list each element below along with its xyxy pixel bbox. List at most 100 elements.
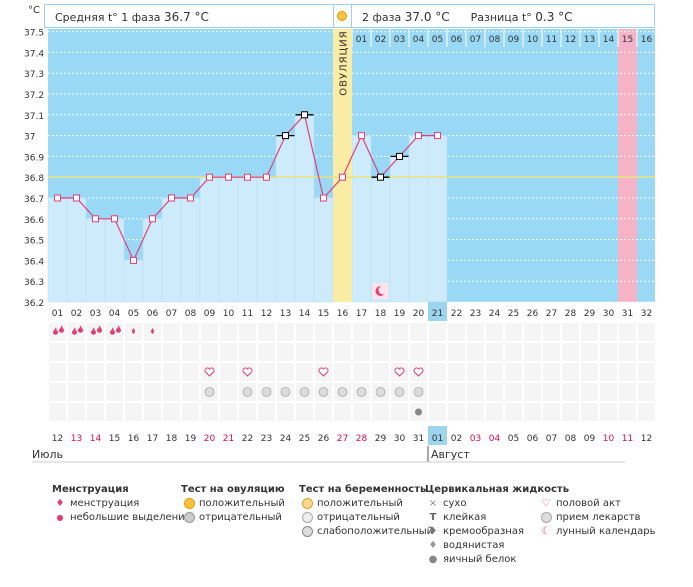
cycle-day-label: 09 <box>204 309 216 319</box>
cycle-day-label: 02 <box>71 309 82 319</box>
ovulation-column-bg <box>333 29 352 302</box>
top-day-label: 11 <box>546 35 557 45</box>
symptom-cell <box>429 403 446 421</box>
legend-label: положительный <box>317 498 403 509</box>
date-label: 20 <box>204 434 216 444</box>
temperature-bar <box>218 176 239 303</box>
drop-icon: ● <box>56 513 64 522</box>
symptom-cell <box>562 383 579 401</box>
legend-label: клейкая <box>443 512 487 523</box>
symptom-cell <box>163 363 180 381</box>
temperature-bar <box>237 176 258 303</box>
symptom-cell <box>296 343 313 361</box>
legend-label: отрицательный <box>199 512 282 523</box>
pill-icon <box>356 387 367 397</box>
menstruation-drop-icon <box>91 327 96 335</box>
symptom-cell <box>182 363 199 381</box>
symptom-cell <box>391 403 408 421</box>
temperature-bar <box>180 197 201 303</box>
top-day-label: 13 <box>584 35 595 45</box>
legend-label: небольшие выделения <box>70 512 191 523</box>
date-label: 24 <box>280 434 292 444</box>
symptom-cell <box>353 363 370 381</box>
phase2-value: 37.0 °C <box>404 10 450 24</box>
phase-divider <box>334 4 351 28</box>
symptom-cell <box>144 403 161 421</box>
month-label: Июль <box>32 448 63 461</box>
symptom-cell <box>600 403 617 421</box>
symptom-cell <box>581 363 598 381</box>
symptom-cell <box>448 343 465 361</box>
temperature-bar <box>427 135 448 303</box>
temperature-bar <box>123 260 144 303</box>
symptom-cell <box>201 403 218 421</box>
symptom-cell <box>334 363 351 381</box>
y-tick-label: 36.5 <box>24 237 44 247</box>
legend-medication: прием лекарств <box>538 511 656 525</box>
symptom-cell <box>296 363 313 381</box>
symptom-cell <box>296 323 313 341</box>
temperature-bar <box>66 197 87 303</box>
symptom-cell <box>68 343 85 361</box>
temperature-point <box>168 194 175 202</box>
temperature-point <box>54 194 61 202</box>
symptom-cell <box>125 343 142 361</box>
date-label: 09 <box>584 434 596 444</box>
legend-label: яичный белок <box>443 554 517 565</box>
symptom-cell <box>543 383 560 401</box>
phase2-summary: 2 фаза 37.0 °C Разница t° 0.3 °C <box>351 4 655 28</box>
sticky-icon: T <box>429 512 437 523</box>
symptom-cell <box>87 403 104 421</box>
creamy-icon: ❥ <box>428 526 438 537</box>
date-label: 12 <box>52 434 63 444</box>
heart-icon <box>394 367 405 377</box>
symptom-cell <box>49 343 66 361</box>
temperature-point <box>225 173 232 181</box>
legend-label: кремообразная <box>443 526 524 537</box>
symptom-cell <box>524 343 541 361</box>
temperature-point <box>358 132 365 140</box>
cycle-day-label: 05 <box>128 309 139 319</box>
cycle-day-label: 32 <box>641 309 652 319</box>
temperature-line <box>48 111 655 299</box>
cycle-day-label: 23 <box>470 309 481 319</box>
symptom-cell <box>201 323 218 341</box>
temperature-point <box>415 132 422 140</box>
cycle-day-axis: 01 02 03 04 05 06 07 08 09 10 11 12 13 14 15 16 17 18 19 20… <box>52 302 652 321</box>
y-tick-label: 36.9 <box>24 153 44 163</box>
phase1-label: Средняя t° 1 фаза <box>55 11 161 24</box>
symptom-cell <box>163 343 180 361</box>
symptom-cell <box>429 363 446 381</box>
symptom-cell <box>277 323 294 341</box>
symptom-cell <box>239 403 256 421</box>
cycle-day-label: 06 <box>147 309 159 319</box>
cycle-day-label: 14 <box>299 309 311 319</box>
temperature-point <box>149 215 156 223</box>
temperature-bar <box>47 197 68 303</box>
sun-positive-icon <box>183 498 195 510</box>
legend-pregnancy-test: Тест на беременность положительный отриц… <box>299 483 433 539</box>
y-tick-label: 36.7 <box>24 195 44 205</box>
symptom-cell <box>334 343 351 361</box>
y-axis-unit: °C <box>28 5 40 16</box>
month-label: Август <box>431 448 470 461</box>
menstruation-drop-icon <box>53 327 59 335</box>
symptom-cell <box>258 343 275 361</box>
temperature-point <box>111 215 118 223</box>
symptom-cell <box>562 363 579 381</box>
symptom-cell <box>220 403 237 421</box>
symptom-cell <box>182 323 199 341</box>
date-label: 30 <box>394 434 406 444</box>
symptom-cell <box>581 343 598 361</box>
symptom-cell <box>182 343 199 361</box>
legend-label: лунный календарь <box>556 526 656 537</box>
temperature-point <box>377 173 384 181</box>
y-tick-label: 37.2 <box>24 91 44 101</box>
date-label: 10 <box>603 434 615 444</box>
symptom-cell <box>505 343 522 361</box>
temperature-bar <box>408 135 429 303</box>
date-label: 21 <box>223 434 234 444</box>
symptom-cell <box>258 323 275 341</box>
legend-label: отрицательный <box>317 512 400 523</box>
legend-pregnancy-weak: слабоположительный <box>299 525 433 539</box>
